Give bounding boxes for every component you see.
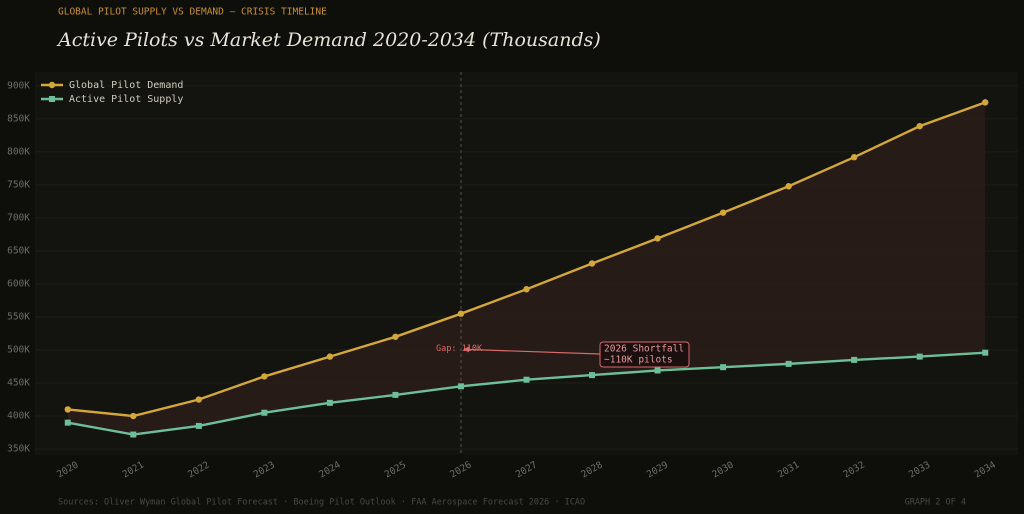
- y-tick-label: 450K: [7, 378, 30, 389]
- point: [64, 419, 71, 426]
- legend-label: Active Pilot Supply: [69, 94, 183, 105]
- y-tick-label: 550K: [7, 311, 30, 322]
- point: [523, 376, 530, 383]
- point: [392, 391, 399, 398]
- point: [457, 310, 465, 317]
- annotation-text: Gap: 110K: [436, 344, 483, 354]
- point: [64, 406, 71, 413]
- x-tick-label: 2028: [579, 459, 605, 480]
- chart-title: Active Pilots vs Market Demand 2020-2034…: [56, 29, 601, 51]
- arrow-head: [462, 346, 469, 353]
- y-tick-label: 800K: [7, 146, 30, 157]
- point: [850, 153, 858, 161]
- point: [982, 99, 989, 106]
- point: [720, 364, 727, 371]
- annotation-arrow: [465, 348, 601, 355]
- point: [851, 356, 858, 363]
- y-tick-label: 400K: [7, 411, 30, 422]
- x-tick-label: 2027: [514, 460, 539, 481]
- point: [392, 333, 399, 340]
- point: [785, 360, 792, 367]
- x-tick-label: 2032: [842, 460, 867, 481]
- x-tick-label: 2025: [383, 460, 408, 481]
- point: [588, 260, 596, 267]
- page-label: GRAPH 2 OF 4: [905, 498, 966, 508]
- annotation-line: 2026 Shortfall: [604, 344, 684, 355]
- gap-area: [67, 102, 986, 435]
- y-tick-label: 650K: [7, 245, 30, 256]
- y-tick-label: 750K: [7, 179, 30, 190]
- kicker: GLOBAL PILOT SUPPLY VS DEMAND — CRISIS T…: [58, 7, 327, 18]
- y-tick-label: 350K: [7, 444, 30, 455]
- legend-marker: [48, 81, 56, 89]
- point: [195, 396, 203, 403]
- point: [261, 409, 268, 416]
- y-tick-label: 600K: [7, 278, 30, 289]
- point: [326, 353, 334, 360]
- x-tick-label: 2034: [973, 459, 999, 480]
- annotation-box: [599, 341, 690, 368]
- x-tick-label: 2021: [121, 459, 147, 480]
- y-tick-label: 700K: [7, 212, 30, 223]
- point: [916, 353, 923, 360]
- x-tick-label: 2030: [710, 459, 736, 480]
- point: [654, 367, 661, 374]
- point: [654, 235, 661, 242]
- x-tick-label: 2024: [317, 459, 343, 480]
- x-tick-label: 2023: [252, 460, 277, 481]
- point: [130, 412, 137, 420]
- x-tick-label: 2020: [55, 459, 81, 480]
- legend-label: Global Pilot Demand: [69, 80, 183, 91]
- annotation-line: ~110K pilots: [604, 355, 673, 366]
- point: [589, 372, 596, 379]
- y-tick-label: 500K: [7, 345, 30, 356]
- point: [326, 399, 333, 406]
- point: [523, 286, 530, 293]
- x-tick-label: 2033: [907, 460, 932, 481]
- point: [457, 383, 464, 390]
- x-tick-label: 2022: [186, 460, 211, 481]
- point: [130, 431, 137, 438]
- point: [982, 349, 989, 356]
- x-tick-label: 2029: [645, 459, 671, 480]
- point: [195, 422, 202, 429]
- x-tick-label: 2026: [448, 459, 474, 480]
- source: Sources: Oliver Wyman Global Pilot Forec…: [58, 498, 585, 508]
- point: [261, 373, 268, 380]
- legend-marker: [49, 96, 55, 102]
- point: [719, 209, 727, 216]
- x-tick-label: 2031: [776, 459, 802, 480]
- y-tick-label: 900K: [7, 80, 30, 91]
- point: [785, 183, 792, 190]
- point: [916, 122, 923, 130]
- y-tick-label: 850K: [7, 113, 30, 124]
